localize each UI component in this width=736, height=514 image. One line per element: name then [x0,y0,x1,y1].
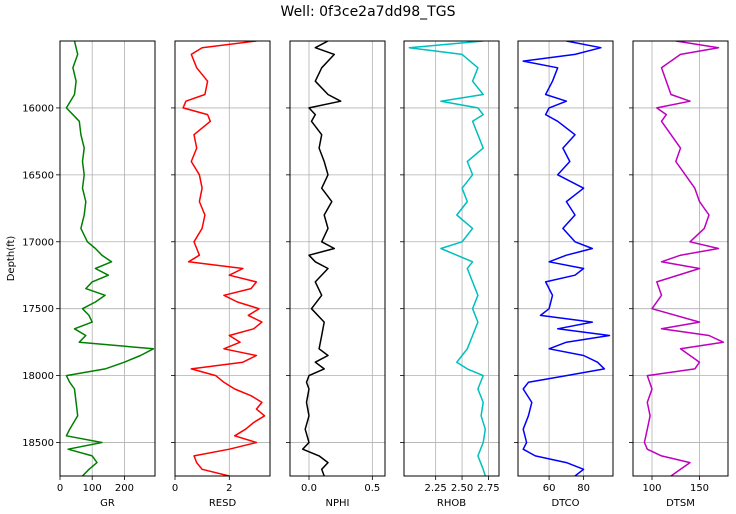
track-frame [289,40,386,477]
x-tick-label: 0 [57,483,63,494]
track-frame [174,40,271,477]
log-curve-rhob [408,41,487,476]
chart-title: Well: 0f3ce2a7dd98_TGS [280,4,456,20]
y-tick-label: 18500 [22,438,54,449]
x-tick-label: 2 [226,483,232,494]
track-frame [59,40,156,477]
x-tick-label: 0.0 [301,483,317,494]
track-frame [517,40,614,477]
log-curve-dtsm [643,41,725,476]
y-tick-label: 17500 [22,304,54,315]
track-nphi: 0.0 0.5 NPHI [286,40,386,509]
log-curve-gr [65,41,155,476]
y-tick-label: 16000 [22,103,54,114]
track-dtsm: 100 150 DTSM [629,40,729,509]
x-tick-label: 0.5 [364,483,380,494]
x-tick-label: 100 [83,483,102,494]
x-axis-label: DTSM [666,498,695,509]
log-curve-dtco [522,41,611,476]
track-frame [403,40,500,477]
x-axis-label: NPHI [326,498,350,509]
track-rhob: 2.25 2.50 2.75 RHOB [400,40,500,509]
track-gr: 0 100 200 16000 16500 17000 17500 18000 18500 GR D… [6,40,156,509]
y-tick-label: 16500 [22,170,54,181]
log-curve-resd [182,41,266,476]
x-axis-label: RHOB [437,498,466,509]
x-axis-label: GR [100,498,115,509]
track-dtco: 60 80 DTCO [514,40,614,509]
x-tick-label: 2.25 [425,483,447,494]
track-resd: 0 2 RESD [171,40,271,509]
x-axis-label: RESD [209,498,237,509]
log-curve-nphi [301,41,342,476]
x-tick-label: 2.50 [451,483,473,494]
x-tick-label: 0 [172,483,178,494]
x-tick-label: 100 [642,483,661,494]
x-tick-label: 80 [577,483,590,494]
y-tick-label: 17000 [22,237,54,248]
y-tick-label: 18000 [22,371,54,382]
x-tick-label: 150 [690,483,709,494]
x-tick-label: 60 [543,483,556,494]
track-frame [632,40,729,477]
x-tick-label: 2.75 [477,483,499,494]
x-tick-label: 200 [115,483,134,494]
y-axis-label: Depth(ft) [6,236,17,282]
x-axis-label: DTCO [551,498,579,509]
